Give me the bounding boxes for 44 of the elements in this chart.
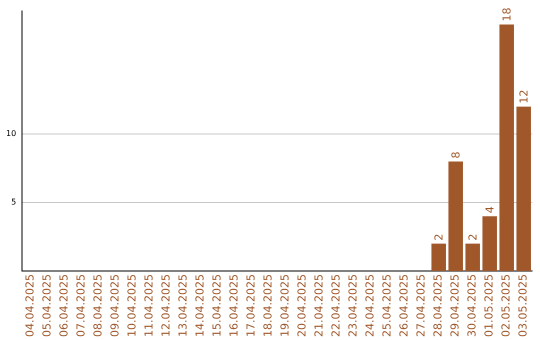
x-tick-label: 17.04.2025: [244, 274, 258, 338]
bar: [448, 161, 463, 272]
x-tick-label: 09.04.2025: [108, 274, 122, 338]
x-tick-label: 06.04.2025: [58, 274, 71, 338]
y-tick-label: 5: [11, 198, 16, 207]
x-tick-label: 25.04.2025: [380, 274, 394, 338]
x-tick-label: 26.04.2025: [398, 274, 411, 338]
x-tick-label: 28.04.2025: [432, 274, 445, 338]
x-tick-label: 08.04.2025: [92, 274, 105, 338]
x-tick-label: 30.04.2025: [466, 274, 479, 338]
x-tick-label: 05.04.2025: [40, 274, 54, 338]
data-label: 8: [450, 151, 463, 158]
bar: [465, 244, 480, 272]
x-tick-label: 20.04.2025: [296, 274, 309, 338]
x-tick-label: 27.04.2025: [414, 274, 428, 338]
x-tick-label: 12.04.2025: [160, 274, 173, 338]
bar: [431, 244, 446, 272]
data-label: 2: [432, 234, 446, 241]
x-tick-label: 01.05.2025: [482, 274, 496, 338]
x-tick-label: 23.04.2025: [346, 274, 360, 338]
x-tick-label: 29.04.2025: [448, 274, 462, 338]
bar: [516, 106, 531, 272]
x-tick-label: 21.04.2025: [312, 274, 326, 338]
x-tick-label: 11.04.2025: [142, 274, 156, 338]
x-tick-label: 19.04.2025: [278, 274, 292, 338]
x-tick-label: 16.04.2025: [228, 274, 241, 338]
data-label: 2: [466, 234, 480, 241]
x-tick-label: 10.04.2025: [126, 274, 139, 338]
x-tick-label: 15.04.2025: [210, 274, 224, 338]
data-label: 4: [484, 206, 497, 214]
x-tick-label: 07.04.2025: [74, 274, 88, 338]
x-tick-label: 04.04.2025: [24, 274, 37, 338]
x-tick-label: 02.05.2025: [500, 274, 513, 338]
y-tick-label: 10: [6, 129, 16, 138]
x-tick-label: 03.05.2025: [516, 274, 530, 338]
x-tick-label: 24.04.2025: [364, 274, 377, 338]
x-tick-label: 14.04.2025: [194, 274, 207, 338]
bar: [499, 24, 514, 272]
x-tick-label: 22.04.2025: [330, 274, 343, 338]
bar: [482, 216, 497, 272]
data-label: 18: [500, 7, 514, 22]
data-label: 12: [518, 90, 531, 104]
x-tick-label: 13.04.2025: [176, 274, 190, 338]
x-tick-label: 18.04.2025: [262, 274, 275, 338]
